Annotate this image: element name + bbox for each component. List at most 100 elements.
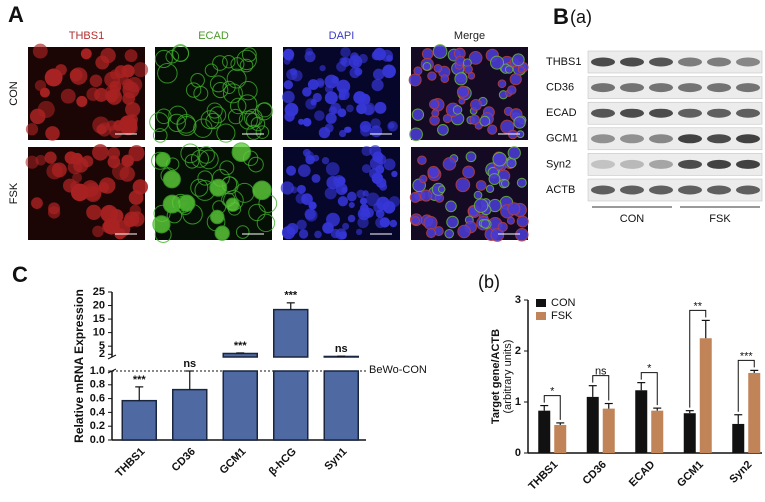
y-tick-label: 2: [99, 348, 105, 360]
blot-band: [649, 185, 673, 195]
merged-cell: [454, 72, 468, 86]
cell: [282, 48, 295, 61]
cell: [325, 112, 337, 124]
blot-band: [678, 108, 702, 118]
blot-band: [649, 57, 673, 67]
cell: [314, 230, 322, 239]
merged-cell: [507, 146, 521, 160]
merged-cell: [465, 151, 477, 163]
cell: [99, 177, 116, 194]
merged-cell: [469, 114, 480, 125]
y-tick-label: 2: [515, 345, 521, 357]
y-tick-label: 20: [93, 299, 105, 311]
blot-band: [620, 185, 644, 195]
blot-band: [678, 159, 702, 169]
cell: [284, 102, 299, 117]
cell: [330, 228, 341, 239]
merged-cell: [473, 198, 489, 213]
y-tick-label: 15: [93, 313, 105, 325]
cell: [283, 80, 294, 90]
group-label: CON: [620, 213, 645, 225]
cell: [324, 84, 334, 94]
cell: [338, 93, 346, 101]
merged-cell: [411, 108, 425, 121]
y-tick-label: 0.6: [90, 393, 105, 405]
cell: [305, 154, 315, 165]
blot-band: [736, 108, 760, 118]
merged-cell: [445, 200, 457, 213]
cell-membrane: [258, 194, 278, 213]
blot-band: [620, 134, 644, 144]
significance-bracket: [640, 372, 658, 406]
cell: [314, 110, 325, 121]
blot-strip: [587, 178, 763, 202]
cell-membrane: [209, 178, 228, 197]
significance-label: *: [647, 363, 652, 375]
merged-cell: [431, 109, 440, 118]
merged-cell: [500, 119, 515, 134]
cell-membrane: [194, 180, 216, 201]
y-axis-label: Target gene/ACTB: [490, 329, 502, 424]
merged-cell: [427, 165, 440, 179]
cell: [389, 219, 398, 228]
cell: [321, 156, 330, 165]
blot-label: CD36: [546, 82, 574, 94]
blot-band: [736, 185, 760, 195]
cell: [129, 204, 141, 217]
cell-membrane: [185, 82, 202, 98]
cell-membrane: [256, 213, 276, 233]
blot-label: ECAD: [546, 107, 577, 119]
cell-membrane: [257, 102, 273, 118]
cell: [296, 219, 307, 230]
y-axis-note: (arbitrary units): [502, 340, 514, 414]
cell: [374, 101, 387, 114]
y-tick-label: 0.8: [90, 379, 105, 391]
cell-membrane: [238, 110, 258, 130]
merged-cell: [513, 116, 526, 129]
cell: [104, 71, 121, 88]
cell: [379, 182, 388, 191]
merged-cell: [429, 99, 440, 110]
cell: [45, 126, 60, 141]
blot-strip: [587, 127, 763, 151]
blot-band: [620, 57, 644, 67]
merged-cell: [458, 97, 466, 105]
merged-cell: [490, 228, 505, 242]
cell: [338, 129, 347, 138]
blot-band: [591, 57, 615, 67]
merged-cell: [509, 73, 522, 86]
cell: [349, 67, 361, 79]
cell: [298, 118, 305, 125]
cell: [316, 80, 325, 88]
significance-label: ns: [183, 358, 196, 370]
cell: [391, 170, 398, 178]
cell-membrane: [193, 85, 209, 101]
merged-cell: [470, 98, 482, 111]
merged-cell: [480, 219, 490, 229]
blot-band: [620, 83, 644, 93]
bar: [222, 370, 258, 441]
bar: [586, 396, 599, 453]
merged-cell: [511, 53, 525, 67]
cell: [359, 197, 368, 205]
cell: [44, 68, 63, 87]
cell-membrane: [209, 75, 227, 93]
legend-label: FSK: [551, 310, 573, 322]
cell-membrane: [160, 167, 177, 184]
cell: [346, 104, 354, 113]
cell: [295, 193, 307, 204]
blot-band: [591, 159, 615, 169]
panel-label: B: [553, 4, 569, 29]
cell: [347, 214, 356, 223]
merged-cell: [411, 216, 421, 226]
cell-membrane: [222, 80, 236, 94]
merged-cell: [488, 173, 501, 186]
cell-membrane: [229, 97, 247, 115]
cell: [125, 101, 141, 118]
cell: [80, 48, 92, 60]
merged-cell: [457, 224, 471, 239]
cell: [361, 164, 371, 174]
cell-membrane: [246, 112, 261, 128]
cell: [372, 68, 385, 81]
cell: [348, 201, 355, 209]
